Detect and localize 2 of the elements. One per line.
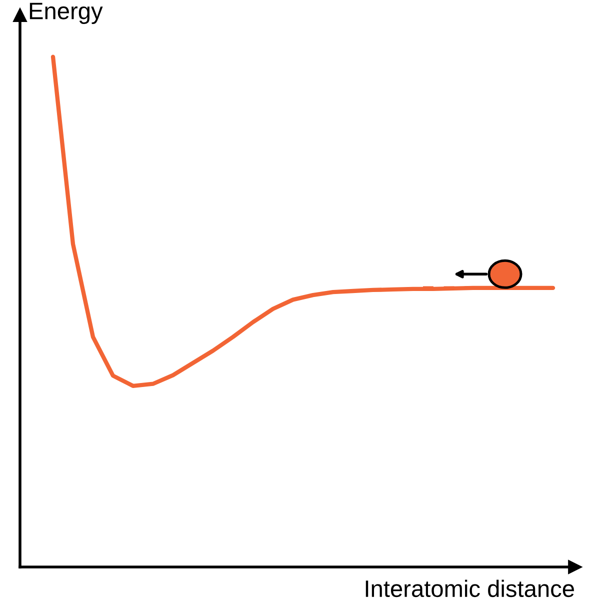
y-axis-title: Energy [30, 2, 103, 24]
x-axis-title: Interatomic distance [366, 580, 574, 598]
